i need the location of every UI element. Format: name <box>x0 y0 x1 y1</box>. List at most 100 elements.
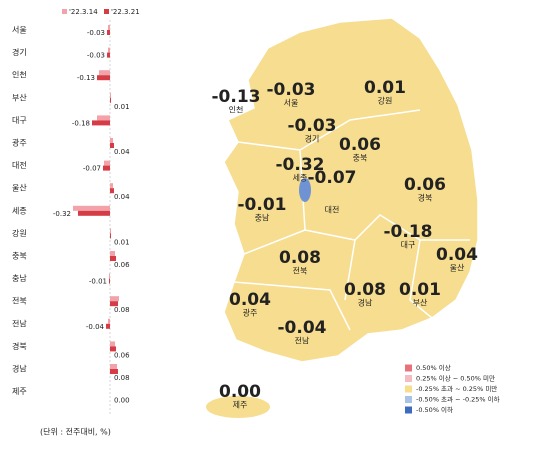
bar <box>109 273 110 279</box>
bar <box>110 138 113 143</box>
value-label: 0.01 <box>114 238 130 246</box>
map-value: 0.06 <box>339 135 381 155</box>
value-label: 0.00 <box>114 397 130 405</box>
bar <box>103 165 110 171</box>
bar <box>92 120 110 126</box>
bar <box>110 369 118 374</box>
map-region: 광주 <box>243 308 258 318</box>
map-legend-swatch <box>405 364 412 372</box>
map-value: -0.03 <box>288 116 337 136</box>
map-value: 0.06 <box>404 175 446 195</box>
unit-note: (단위 : 전주대비, %) <box>40 427 111 437</box>
category-label: 광주 <box>12 138 27 148</box>
category-label: 경남 <box>12 364 27 374</box>
map-legend-label: -0.25% 초과 ~ 0.25% 미만 <box>416 384 497 393</box>
category-label: 경북 <box>12 341 27 351</box>
category-label: 세종 <box>12 206 27 215</box>
bar <box>110 346 116 352</box>
value-label: 0.08 <box>114 306 130 314</box>
bar <box>110 296 119 302</box>
category-label: 대전 <box>12 160 27 170</box>
category-label: 강원 <box>12 228 27 238</box>
category-label: 충북 <box>12 252 27 261</box>
value-label: -0.13 <box>77 74 95 82</box>
map-value: -0.04 <box>278 318 327 338</box>
map-value: -0.13 <box>212 87 261 107</box>
map-region: 경북 <box>418 193 433 203</box>
value-label: 0.06 <box>114 351 130 359</box>
sejong-area <box>299 178 311 202</box>
map-value: 0.08 <box>344 280 386 300</box>
map-region: 제주 <box>233 401 248 410</box>
value-label: -0.03 <box>87 52 105 60</box>
bar <box>107 30 110 35</box>
legend-swatch <box>104 9 109 14</box>
map-value: 0.04 <box>436 245 478 265</box>
value-label: -0.18 <box>72 119 90 127</box>
bar <box>110 256 116 261</box>
map-region: 강원 <box>378 96 393 106</box>
map-value: 0.08 <box>279 248 321 268</box>
bar <box>110 364 117 369</box>
map-region: 경남 <box>358 298 373 308</box>
bar <box>110 233 111 239</box>
bar <box>110 251 115 256</box>
bar <box>99 70 110 76</box>
value-label: 0.01 <box>114 103 130 111</box>
value-label: 0.04 <box>114 193 130 201</box>
bar <box>110 143 114 148</box>
map-legend-label: -0.50% 이하 <box>416 405 453 414</box>
value-label: -0.32 <box>53 210 71 218</box>
map-legend-swatch <box>405 396 412 403</box>
map-region: 충남 <box>255 214 270 223</box>
bar <box>110 92 111 98</box>
legend-swatch <box>62 9 67 14</box>
bar <box>110 97 111 103</box>
map-legend-swatch <box>405 385 412 393</box>
map-legend-label: 0.25% 이상 ~ 0.50% 미만 <box>416 374 495 383</box>
category-label: 전북 <box>12 296 27 306</box>
map-region: 전남 <box>295 336 310 346</box>
map-value: -0.01 <box>238 195 287 215</box>
bar <box>78 210 110 216</box>
map-legend-swatch <box>405 406 412 414</box>
map-value: 0.00 <box>219 382 261 402</box>
map-region: 경기 <box>305 134 320 144</box>
bar <box>110 188 114 194</box>
map-region: 대전 <box>325 205 340 215</box>
map-region: 충북 <box>353 154 368 163</box>
jeju <box>206 396 270 418</box>
bar <box>110 301 118 307</box>
bar <box>97 75 110 81</box>
map-legend-label: 0.50% 이상 <box>416 363 451 372</box>
bar <box>108 318 110 324</box>
map-region: 세종 <box>293 174 308 183</box>
value-label: 0.04 <box>114 148 130 156</box>
value-label: -0.07 <box>83 165 101 173</box>
bar <box>108 47 110 53</box>
bar <box>104 160 110 166</box>
value-label: 0.06 <box>114 261 130 269</box>
category-label: 울산 <box>12 183 27 193</box>
value-label: -0.01 <box>89 278 107 286</box>
value-label: -0.03 <box>87 29 105 37</box>
bar <box>110 183 113 189</box>
map-value: -0.32 <box>276 155 325 175</box>
bar <box>107 52 110 58</box>
category-label: 부산 <box>12 92 27 102</box>
category-label: 서울 <box>12 26 27 35</box>
map <box>206 17 479 418</box>
category-label: 경기 <box>12 47 27 57</box>
map-value: -0.18 <box>384 222 433 242</box>
map-region: 대구 <box>401 241 416 250</box>
map-value: -0.03 <box>267 80 316 100</box>
map-region: 부산 <box>413 298 428 308</box>
map-value: 0.04 <box>229 290 271 310</box>
category-label: 대구 <box>12 116 27 125</box>
category-label: 전남 <box>12 318 27 328</box>
map-legend-label: -0.50% 초과 ~ -0.25% 이하 <box>416 395 500 404</box>
bar <box>97 115 110 121</box>
category-label: 제주 <box>12 387 27 396</box>
map-region: 서울 <box>284 99 299 108</box>
